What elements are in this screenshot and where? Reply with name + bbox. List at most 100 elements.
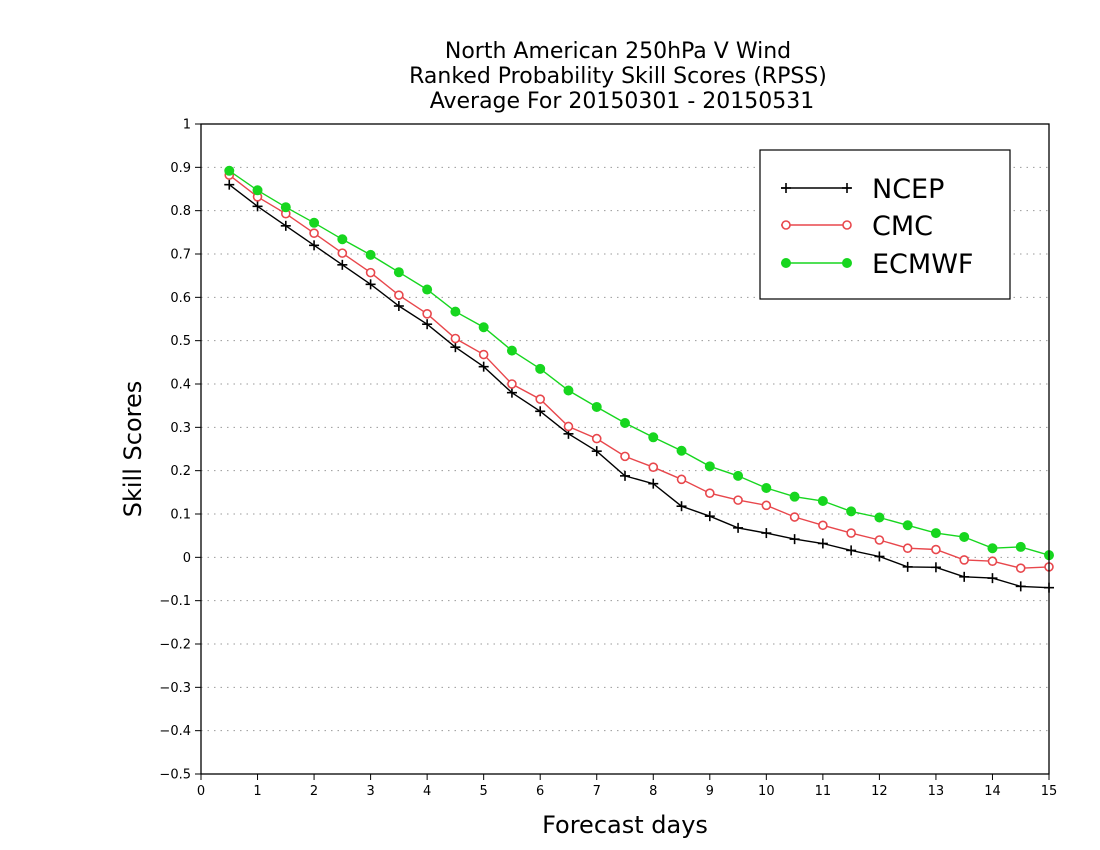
data-point-cmc	[648, 462, 659, 473]
data-point-ncep	[959, 571, 970, 582]
axis-ticks: −0.5 −0.4 −0.3 −0.2 −0.1 0 0.1 0.2 0.3 0.4 0.5 0.6 0…	[159, 118, 1057, 800]
data-point-ecmwf	[648, 432, 659, 443]
data-point-cmc	[535, 394, 546, 404]
x-tick-label: 4	[423, 784, 431, 799]
y-tick-label: 1	[183, 118, 191, 133]
x-axis-label: Forecast days	[542, 811, 708, 839]
data-point-ecmwf	[563, 385, 574, 396]
data-point-cmc	[704, 488, 715, 499]
legend-label-ecmwf: ECMWF	[872, 249, 973, 280]
data-point-cmc	[761, 500, 772, 511]
legend-label-ncep: NCEP	[872, 174, 944, 205]
y-tick-label: 0.3	[170, 421, 191, 436]
data-point-ecmwf	[704, 461, 715, 472]
chart-title-line-2: Ranked Probability Skill Scores (RPSS)	[409, 64, 827, 89]
y-tick-label: −0.3	[159, 681, 191, 696]
x-tick-label: 6	[536, 784, 544, 799]
data-point-ncep	[365, 279, 376, 290]
data-point-cmc	[874, 535, 885, 545]
x-tick-label: 5	[480, 784, 488, 799]
data-point-ecmwf	[817, 496, 828, 506]
data-point-ecmwf	[620, 418, 630, 428]
data-point-cmc	[591, 433, 602, 444]
data-point-ecmwf	[591, 401, 602, 412]
series-ncep	[224, 179, 1054, 593]
data-point-cmc	[1015, 563, 1026, 573]
x-tick-label: 11	[815, 784, 832, 799]
data-point-cmc	[987, 556, 998, 567]
data-point-ncep	[676, 501, 687, 512]
data-point-ncep	[930, 562, 941, 573]
data-point-ecmwf	[422, 284, 433, 295]
data-point-cmc	[365, 267, 376, 278]
data-point-ecmwf	[987, 543, 998, 554]
data-point-cmc	[620, 451, 630, 462]
data-point-ncep	[1015, 581, 1026, 592]
x-tick-label: 13	[928, 784, 945, 799]
data-point-ncep	[450, 342, 461, 353]
data-point-ecmwf	[506, 345, 517, 356]
data-point-cmc	[450, 333, 461, 344]
data-point-ecmwf	[1015, 541, 1026, 552]
x-tick-label: 8	[649, 784, 657, 799]
y-tick-label: 0.8	[170, 204, 191, 219]
y-tick-label: 0.7	[170, 248, 191, 263]
data-point-ecmwf	[733, 470, 744, 481]
data-point-ncep	[224, 179, 235, 190]
data-point-ecmwf	[761, 483, 772, 493]
data-point-cmc	[507, 379, 517, 389]
data-point-ncep	[987, 573, 998, 584]
data-point-ncep	[789, 534, 800, 545]
legend-marker-ecmwf	[842, 258, 852, 268]
data-point-ncep	[874, 551, 885, 562]
x-tick-label: 10	[758, 784, 775, 799]
data-point-ecmwf	[959, 531, 970, 542]
data-point-ecmwf	[789, 491, 800, 502]
data-point-ecmwf	[478, 322, 489, 333]
data-point-cmc	[818, 520, 828, 531]
chart-title-line-3: Average For 20150301 - 20150531	[430, 89, 815, 114]
x-tick-label: 3	[366, 784, 374, 799]
y-tick-label: −0.4	[159, 724, 191, 739]
series-ecmwf	[224, 165, 1054, 561]
data-point-ncep	[620, 470, 630, 481]
data-point-ecmwf	[930, 528, 941, 539]
y-tick-label: −0.1	[159, 594, 191, 609]
x-tick-label: 12	[871, 784, 888, 799]
chart-title-line-1: North American 250hPa V Wind	[445, 39, 791, 64]
data-point-ncep	[478, 361, 489, 372]
legend-entries: NCEP CMC ECMWF	[781, 174, 973, 280]
data-point-cmc	[422, 308, 432, 319]
data-point-ncep	[309, 240, 320, 251]
data-point-cmc	[394, 290, 404, 300]
data-point-ncep	[817, 538, 828, 549]
y-tick-label: 0	[183, 551, 191, 566]
data-point-ncep	[422, 319, 433, 330]
data-point-ncep	[252, 201, 263, 212]
data-point-ecmwf	[224, 165, 235, 176]
data-point-cmc	[931, 544, 941, 555]
y-axis-label: Skill Scores	[119, 381, 147, 518]
data-point-ecmwf	[365, 249, 376, 260]
data-point-cmc	[478, 349, 489, 360]
legend-marker-ncep	[842, 183, 852, 193]
series-cmc	[224, 170, 1054, 573]
data-point-ecmwf	[337, 234, 348, 245]
data-point-ecmwf	[393, 267, 404, 278]
data-point-cmc	[733, 495, 743, 505]
data-point-ecmwf	[309, 217, 320, 228]
y-tick-label: −0.2	[159, 638, 191, 653]
x-tick-label: 14	[984, 784, 1001, 799]
data-point-ecmwf	[676, 445, 687, 456]
data-point-ecmwf	[450, 306, 461, 317]
x-tick-label: 15	[1041, 784, 1058, 799]
y-tick-label: 0.9	[170, 161, 191, 176]
data-point-ncep	[648, 478, 659, 489]
legend-marker-cmc	[842, 220, 852, 230]
legend-marker-cmc	[781, 220, 791, 230]
data-point-cmc	[563, 421, 574, 432]
data-point-ecmwf	[846, 506, 857, 517]
data-point-cmc	[789, 512, 800, 522]
data-point-ncep	[704, 511, 715, 522]
